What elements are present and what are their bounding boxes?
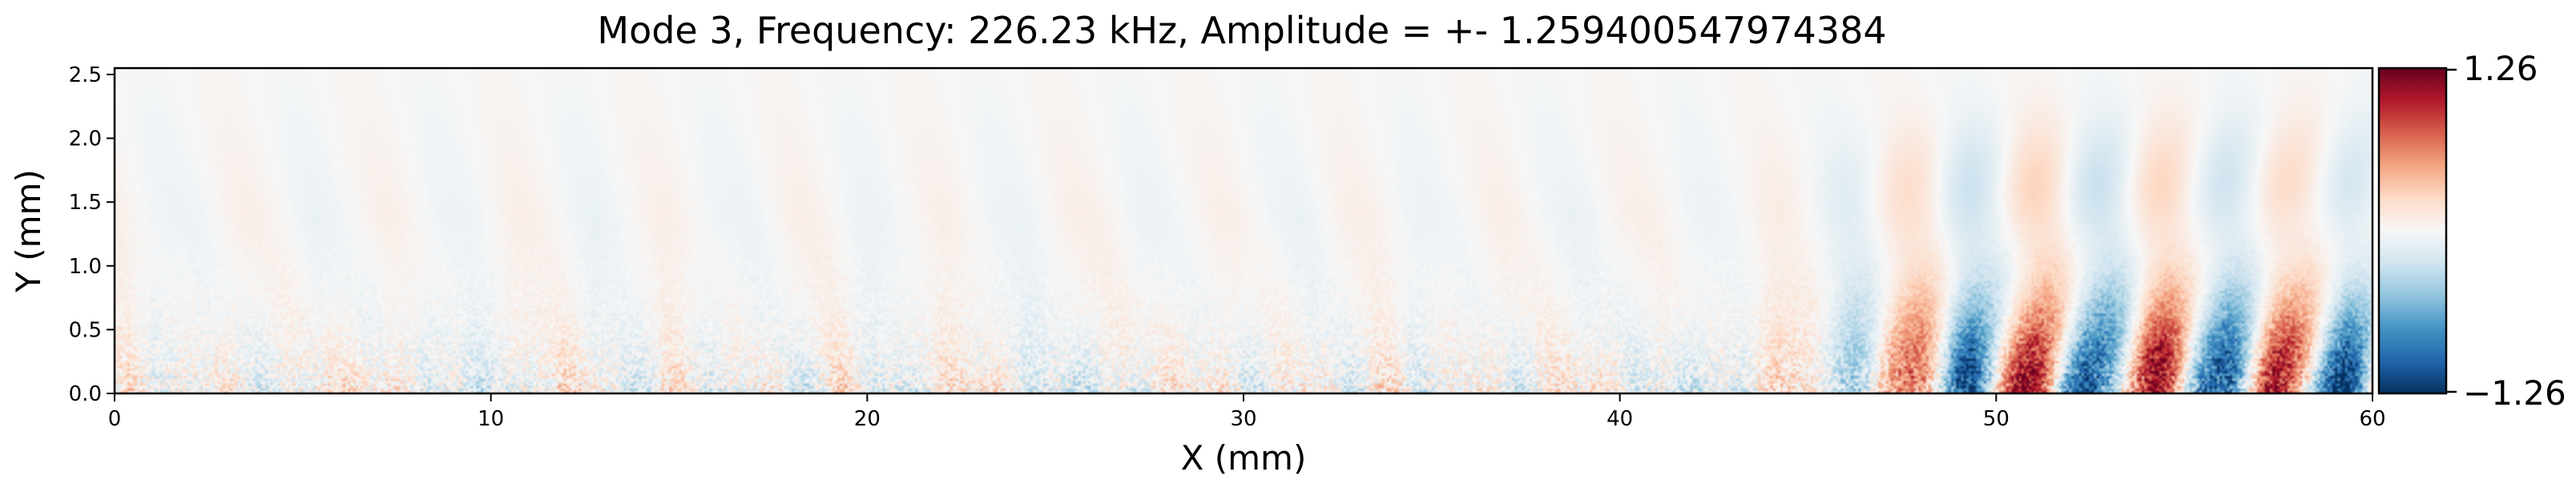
colorbar: 1.26 −1.26 <box>2377 49 2566 413</box>
x-tick-label: 10 <box>478 407 504 431</box>
colorbar-gradient <box>2377 67 2448 395</box>
x-tick-label: 20 <box>854 407 881 431</box>
y-tick-label: 1.0 <box>69 255 102 279</box>
x-tick-label: 50 <box>1983 407 2010 431</box>
x-axis: 0 10 20 30 40 50 60 <box>108 393 2386 431</box>
colorbar-min-label: −1.26 <box>2463 373 2566 413</box>
x-tick-label: 60 <box>2359 407 2385 431</box>
y-tick-label: 2.5 <box>69 63 102 87</box>
x-tick-label: 40 <box>1606 407 1633 431</box>
x-tick-label: 30 <box>1230 407 1256 431</box>
x-axis-label: X (mm) <box>1181 438 1307 478</box>
y-axis: 0.0 0.5 1.0 1.5 2.0 2.5 <box>69 63 115 406</box>
y-tick-label: 0.0 <box>69 382 102 406</box>
y-tick-label: 0.5 <box>69 318 102 342</box>
chart-title: Mode 3, Frequency: 226.23 kHz, Amplitude… <box>597 9 1886 52</box>
y-tick-label: 1.5 <box>69 191 102 215</box>
y-tick-label: 2.0 <box>69 127 102 151</box>
y-axis-label: Y (mm) <box>9 169 48 293</box>
plot-area <box>113 67 2374 395</box>
heatmap-image <box>115 68 2372 393</box>
x-tick-label: 0 <box>108 407 122 431</box>
colorbar-max-label: 1.26 <box>2463 49 2538 88</box>
